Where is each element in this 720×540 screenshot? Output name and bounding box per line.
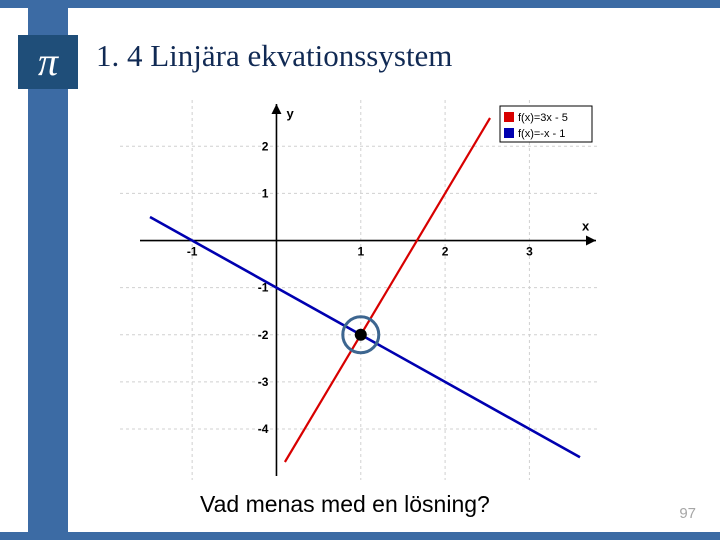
question-text: Vad menas med en lösning? <box>200 491 490 518</box>
svg-text:2: 2 <box>442 245 449 259</box>
border-bottom <box>0 532 720 540</box>
svg-text:2: 2 <box>262 139 269 153</box>
pi-symbol: π <box>38 42 58 82</box>
svg-text:f(x)=3x - 5: f(x)=3x - 5 <box>518 112 568 124</box>
page-title: 1. 4 Linjära ekvationssystem <box>96 38 452 74</box>
svg-text:-3: -3 <box>258 375 269 389</box>
pi-icon: π <box>18 35 78 89</box>
svg-text:-4: -4 <box>258 422 269 436</box>
svg-text:-2: -2 <box>258 328 269 342</box>
svg-text:-1: -1 <box>187 245 198 259</box>
chart-area: -1123-4-3-2-112xyf(x)=3x - 5f(x)=-x - 1 <box>120 100 600 480</box>
svg-text:1: 1 <box>262 186 269 200</box>
svg-text:1: 1 <box>357 245 364 259</box>
svg-text:f(x)=-x - 1: f(x)=-x - 1 <box>518 128 565 140</box>
svg-text:x: x <box>582 219 590 234</box>
svg-text:3: 3 <box>526 245 533 259</box>
chart-svg: -1123-4-3-2-112xyf(x)=3x - 5f(x)=-x - 1 <box>120 100 600 480</box>
page-number: 97 <box>679 505 696 522</box>
svg-text:y: y <box>286 106 294 121</box>
border-top <box>0 0 720 8</box>
